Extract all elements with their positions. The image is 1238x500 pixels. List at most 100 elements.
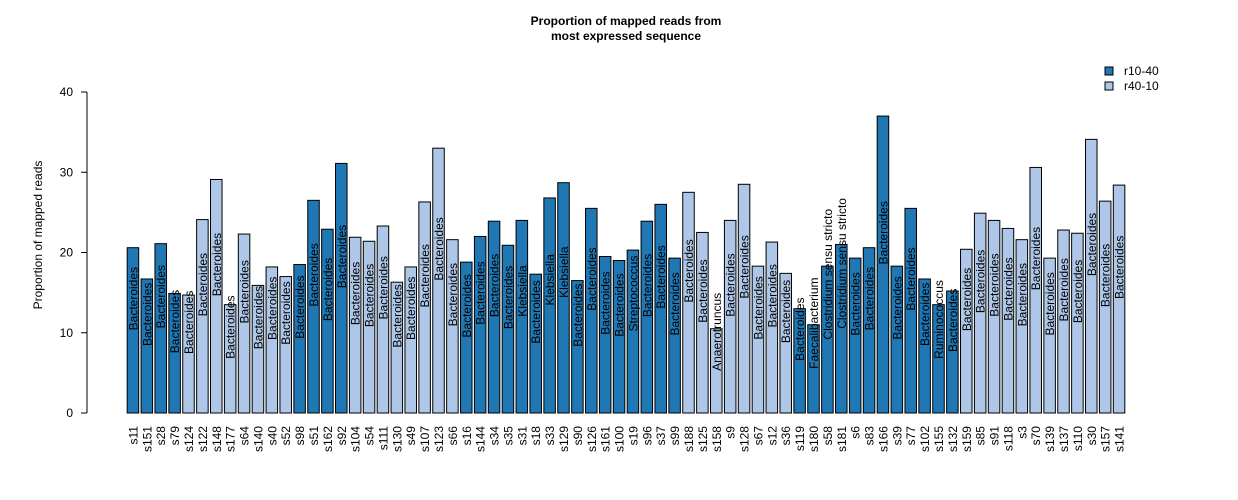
chart-title-line-2: most expressed sequence [551, 29, 701, 43]
legend-label: r10-40 [1124, 64, 1159, 78]
bar-s90 [571, 280, 584, 414]
bar-s67 [751, 265, 765, 414]
bar-genus-label: Bacteroides [863, 267, 877, 330]
bar-genus-label: Bacteroides [390, 284, 404, 347]
x-tick-label: s132 [946, 426, 960, 452]
bar-genus-label: Bacteroides [307, 243, 321, 306]
bar-s124 [182, 294, 195, 414]
bar-genus-label: Clostridium sensu stricto [835, 198, 849, 329]
bar-s144 [473, 235, 487, 414]
bar-genus-label: Bacteroides [446, 263, 460, 326]
x-tick-label: s51 [307, 426, 321, 446]
bar-s40 [265, 266, 279, 414]
x-tick-label: s18 [529, 426, 543, 446]
y-axis: 0 10 20 30 40 [60, 85, 88, 420]
x-tick-label: s151 [140, 426, 154, 452]
x-tick-label: s99 [668, 426, 682, 446]
bar-genus-label: Bacteroides [210, 233, 224, 296]
bar-s64 [237, 233, 251, 414]
y-tick-label: 10 [60, 326, 74, 340]
bar-s132 [946, 290, 959, 414]
bar-genus-label: Bacteroides [488, 254, 502, 317]
bar-s151 [140, 278, 154, 414]
x-tick-label: s9 [724, 426, 738, 439]
bar-genus-label: Clostridium sensu stricto [821, 209, 835, 340]
y-tick-label: 30 [60, 165, 74, 179]
bar-s16 [460, 261, 473, 414]
x-tick-label: s40 [265, 426, 279, 446]
x-tick-label: s159 [960, 426, 974, 452]
bar-s85 [973, 212, 987, 414]
bar-s102 [918, 278, 931, 414]
bar-genus-label: Klebsiella [515, 265, 529, 317]
bar-genus-label: Bacteroides [904, 247, 918, 310]
x-tick-label: s100 [613, 426, 627, 452]
y-axis-label: Proportion of mapped reads [31, 161, 45, 310]
bar-genus-label: Bacteroides [238, 260, 252, 323]
bar-genus-label: Ruminococcus [932, 280, 946, 359]
bar-genus-label: Bacteroides [1015, 263, 1029, 326]
x-tick-label: s12 [765, 426, 779, 446]
x-tick-label: s49 [404, 426, 418, 446]
bar-s39 [890, 265, 904, 414]
x-tick-label: s85 [974, 426, 988, 446]
bar-genus-label: Bacteroides [613, 273, 627, 336]
bar-s122 [196, 219, 209, 414]
bar-genus-label: Bacteroides [418, 244, 432, 307]
legend-swatch-r40-10 [1104, 81, 1114, 91]
bar-genus-label: Bacteroides [571, 283, 585, 346]
x-tick-label: s64 [238, 426, 252, 446]
x-tick-label: s161 [599, 426, 613, 452]
x-tick-label: s107 [418, 426, 432, 452]
bar-s11 [126, 247, 140, 414]
bar-s52 [279, 276, 292, 414]
bar-s66 [446, 239, 459, 414]
x-tick-label: s188 [682, 426, 696, 452]
bar-s3 [1015, 239, 1029, 414]
bar-genus-label: Bacteroides [126, 267, 140, 330]
bar-s54 [362, 240, 376, 414]
x-tick-label: s91 [988, 426, 1002, 446]
x-tick-label: s177 [224, 426, 238, 452]
bar-genus-label: Bacteroides [738, 235, 752, 298]
x-tick-label: s16 [460, 426, 474, 446]
bar-s119 [793, 308, 806, 414]
bar-genus-label: Bacteroides [876, 201, 890, 264]
x-tick-label: s70 [1029, 426, 1043, 446]
bar-genus-label: Bacteroides [293, 275, 307, 338]
x-tick-label: s139 [1043, 426, 1057, 452]
bar-genus-label: Bacteroides [918, 283, 932, 346]
x-tick-label: s83 [863, 426, 877, 446]
x-tick-label: s6 [849, 426, 863, 439]
bar-s125 [696, 231, 709, 414]
x-tick-label: s181 [835, 426, 849, 452]
x-tick-label: s35 [501, 426, 515, 446]
bar-s139 [1043, 257, 1056, 414]
bar-genus-label: Klebsiella [557, 246, 571, 298]
x-tick-label: s34 [488, 426, 502, 446]
bar-genus-label: Bacteroides [501, 266, 515, 329]
bar-genus-label: Bacteroides [529, 280, 543, 343]
bar-s99 [668, 257, 681, 414]
x-tick-label: s130 [390, 426, 404, 452]
bar-s140 [251, 284, 265, 414]
x-tick-label: s33 [543, 426, 557, 446]
bar-genus-label: Bacteroides [182, 291, 196, 354]
x-tick-label: s110 [1071, 426, 1085, 451]
x-tick-label: s155 [932, 426, 946, 452]
bar-genus-label: Bacteroides [279, 281, 293, 344]
bar-genus-label: Bacteroides [251, 286, 265, 349]
bar-s111 [376, 225, 390, 414]
bar-genus-label: Bacteroides [779, 280, 793, 343]
bar-s177 [223, 304, 237, 414]
bar-genus-label: Bacteroides [946, 289, 960, 352]
bar-s98 [293, 264, 306, 414]
bar-s49 [404, 266, 417, 414]
bar-s162 [321, 228, 334, 414]
bar-genus-label: Bacteroides [404, 277, 418, 340]
x-tick-label: s28 [154, 426, 168, 446]
bar-genus-label: Bacteroides [224, 295, 238, 358]
bar-genus-label: Bacteroides [321, 258, 335, 321]
x-tick-label: s52 [279, 426, 293, 446]
x-tick-label: s66 [446, 426, 460, 446]
